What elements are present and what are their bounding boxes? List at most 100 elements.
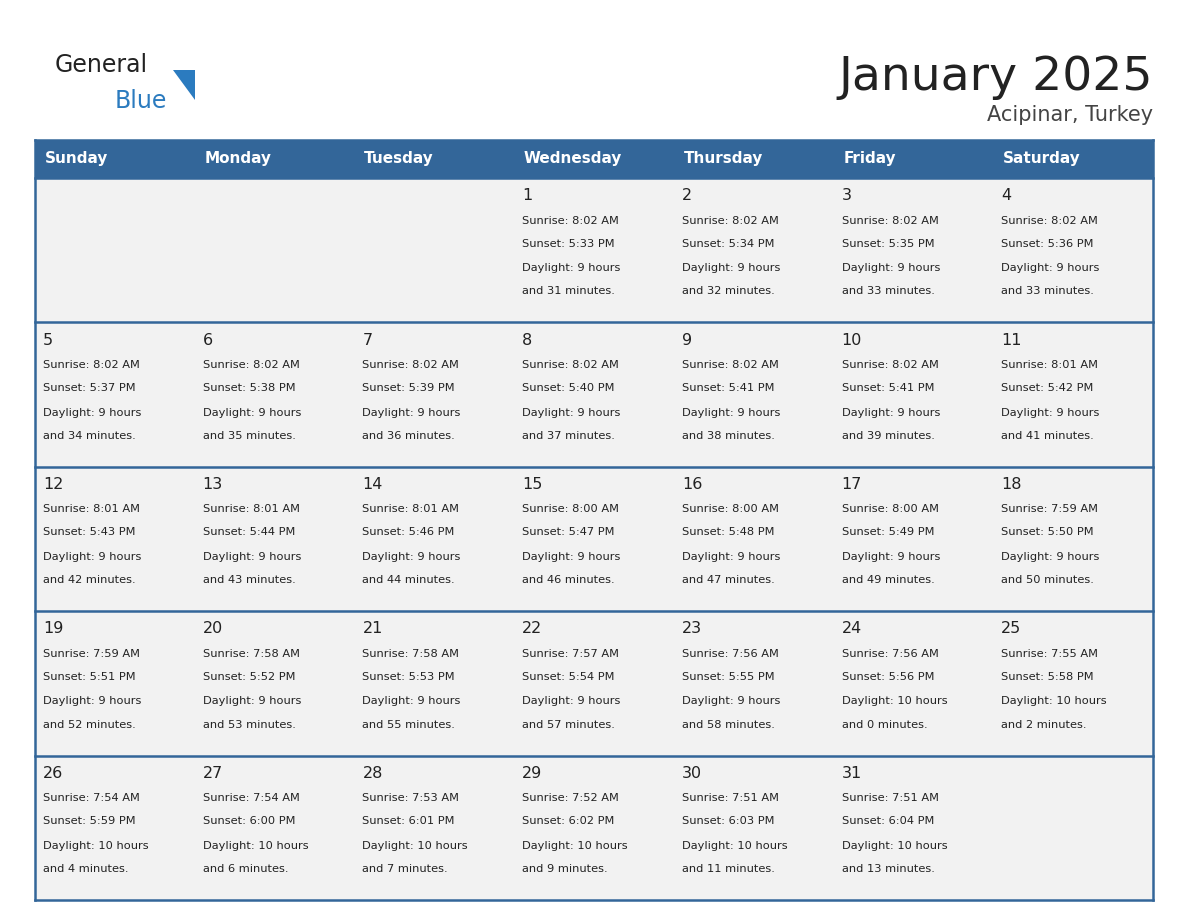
Text: Sunrise: 7:54 AM: Sunrise: 7:54 AM — [43, 793, 140, 803]
Bar — [834, 140, 993, 178]
Bar — [514, 322, 674, 466]
Text: Thursday: Thursday — [683, 151, 763, 166]
Text: and 42 minutes.: and 42 minutes. — [43, 575, 135, 585]
Text: Sunset: 5:54 PM: Sunset: 5:54 PM — [523, 672, 614, 682]
Text: and 39 minutes.: and 39 minutes. — [841, 431, 935, 441]
Text: Daylight: 10 hours: Daylight: 10 hours — [841, 697, 947, 706]
Text: Daylight: 9 hours: Daylight: 9 hours — [682, 263, 781, 274]
Text: Sunrise: 8:02 AM: Sunrise: 8:02 AM — [523, 216, 619, 226]
Bar — [354, 322, 514, 466]
Bar — [195, 140, 354, 178]
Bar — [514, 466, 674, 611]
Text: Sunrise: 8:00 AM: Sunrise: 8:00 AM — [841, 504, 939, 514]
Text: and 52 minutes.: and 52 minutes. — [43, 720, 135, 730]
Text: 28: 28 — [362, 766, 383, 780]
Text: Sunrise: 8:00 AM: Sunrise: 8:00 AM — [523, 504, 619, 514]
Bar — [834, 756, 993, 900]
Text: Sunset: 6:01 PM: Sunset: 6:01 PM — [362, 816, 455, 826]
Text: Daylight: 9 hours: Daylight: 9 hours — [362, 408, 461, 418]
Text: 6: 6 — [203, 332, 213, 348]
Text: Daylight: 9 hours: Daylight: 9 hours — [1001, 552, 1100, 562]
Text: Daylight: 9 hours: Daylight: 9 hours — [841, 408, 940, 418]
Text: Daylight: 9 hours: Daylight: 9 hours — [841, 552, 940, 562]
Text: Sunday: Sunday — [45, 151, 108, 166]
Bar — [354, 466, 514, 611]
Bar — [834, 178, 993, 322]
Text: 19: 19 — [43, 621, 63, 636]
Bar — [354, 140, 514, 178]
Text: Daylight: 9 hours: Daylight: 9 hours — [841, 263, 940, 274]
Text: Sunrise: 7:54 AM: Sunrise: 7:54 AM — [203, 793, 299, 803]
Text: 24: 24 — [841, 621, 861, 636]
Text: and 38 minutes.: and 38 minutes. — [682, 431, 775, 441]
Text: and 55 minutes.: and 55 minutes. — [362, 720, 455, 730]
Text: General: General — [55, 53, 148, 77]
Bar — [514, 140, 674, 178]
Bar — [674, 611, 834, 756]
Text: Daylight: 10 hours: Daylight: 10 hours — [43, 841, 148, 851]
Text: 15: 15 — [523, 477, 543, 492]
Text: 21: 21 — [362, 621, 383, 636]
Text: 9: 9 — [682, 332, 691, 348]
Text: Sunrise: 8:01 AM: Sunrise: 8:01 AM — [43, 504, 140, 514]
Bar — [674, 322, 834, 466]
Text: Sunrise: 8:02 AM: Sunrise: 8:02 AM — [841, 360, 939, 370]
Bar — [993, 466, 1154, 611]
Text: and 57 minutes.: and 57 minutes. — [523, 720, 615, 730]
Text: Sunset: 5:41 PM: Sunset: 5:41 PM — [841, 383, 934, 393]
Text: Daylight: 10 hours: Daylight: 10 hours — [1001, 697, 1107, 706]
Text: Daylight: 9 hours: Daylight: 9 hours — [362, 552, 461, 562]
Text: and 43 minutes.: and 43 minutes. — [203, 575, 296, 585]
Text: Sunrise: 8:02 AM: Sunrise: 8:02 AM — [1001, 216, 1098, 226]
Text: and 6 minutes.: and 6 minutes. — [203, 864, 289, 874]
Text: and 13 minutes.: and 13 minutes. — [841, 864, 935, 874]
Text: Sunrise: 7:51 AM: Sunrise: 7:51 AM — [682, 793, 779, 803]
Bar — [674, 178, 834, 322]
Text: Sunset: 6:03 PM: Sunset: 6:03 PM — [682, 816, 775, 826]
Text: Sunset: 5:56 PM: Sunset: 5:56 PM — [841, 672, 934, 682]
Bar — [993, 322, 1154, 466]
Text: and 0 minutes.: and 0 minutes. — [841, 720, 927, 730]
Bar — [674, 756, 834, 900]
Text: 18: 18 — [1001, 477, 1022, 492]
Bar — [34, 178, 195, 322]
Text: Daylight: 9 hours: Daylight: 9 hours — [362, 697, 461, 706]
Text: 23: 23 — [682, 621, 702, 636]
Text: and 33 minutes.: and 33 minutes. — [1001, 286, 1094, 297]
Text: and 4 minutes.: and 4 minutes. — [43, 864, 128, 874]
Text: 7: 7 — [362, 332, 373, 348]
Bar — [354, 178, 514, 322]
Text: 29: 29 — [523, 766, 543, 780]
Text: Daylight: 9 hours: Daylight: 9 hours — [43, 408, 141, 418]
Text: Sunset: 5:36 PM: Sunset: 5:36 PM — [1001, 239, 1094, 249]
Text: and 58 minutes.: and 58 minutes. — [682, 720, 775, 730]
Bar — [195, 178, 354, 322]
Text: 1: 1 — [523, 188, 532, 203]
Text: 31: 31 — [841, 766, 861, 780]
Text: 4: 4 — [1001, 188, 1011, 203]
Text: Sunrise: 8:02 AM: Sunrise: 8:02 AM — [362, 360, 460, 370]
Text: and 50 minutes.: and 50 minutes. — [1001, 575, 1094, 585]
Text: and 31 minutes.: and 31 minutes. — [523, 286, 615, 297]
Text: Daylight: 10 hours: Daylight: 10 hours — [841, 841, 947, 851]
Bar — [514, 756, 674, 900]
Text: Sunrise: 8:00 AM: Sunrise: 8:00 AM — [682, 504, 779, 514]
Text: Sunrise: 8:02 AM: Sunrise: 8:02 AM — [841, 216, 939, 226]
Text: Sunset: 5:33 PM: Sunset: 5:33 PM — [523, 239, 614, 249]
Bar — [195, 611, 354, 756]
Bar — [34, 466, 195, 611]
Text: Sunrise: 7:59 AM: Sunrise: 7:59 AM — [43, 649, 140, 659]
Text: Sunset: 5:46 PM: Sunset: 5:46 PM — [362, 528, 455, 537]
Bar — [993, 178, 1154, 322]
Text: Daylight: 9 hours: Daylight: 9 hours — [682, 408, 781, 418]
Text: and 46 minutes.: and 46 minutes. — [523, 575, 614, 585]
Bar — [674, 140, 834, 178]
Text: 10: 10 — [841, 332, 862, 348]
Polygon shape — [173, 70, 195, 100]
Text: Sunset: 5:55 PM: Sunset: 5:55 PM — [682, 672, 775, 682]
Text: Sunrise: 7:56 AM: Sunrise: 7:56 AM — [841, 649, 939, 659]
Text: Sunset: 5:40 PM: Sunset: 5:40 PM — [523, 383, 614, 393]
Text: and 47 minutes.: and 47 minutes. — [682, 575, 775, 585]
Bar — [834, 611, 993, 756]
Bar — [354, 611, 514, 756]
